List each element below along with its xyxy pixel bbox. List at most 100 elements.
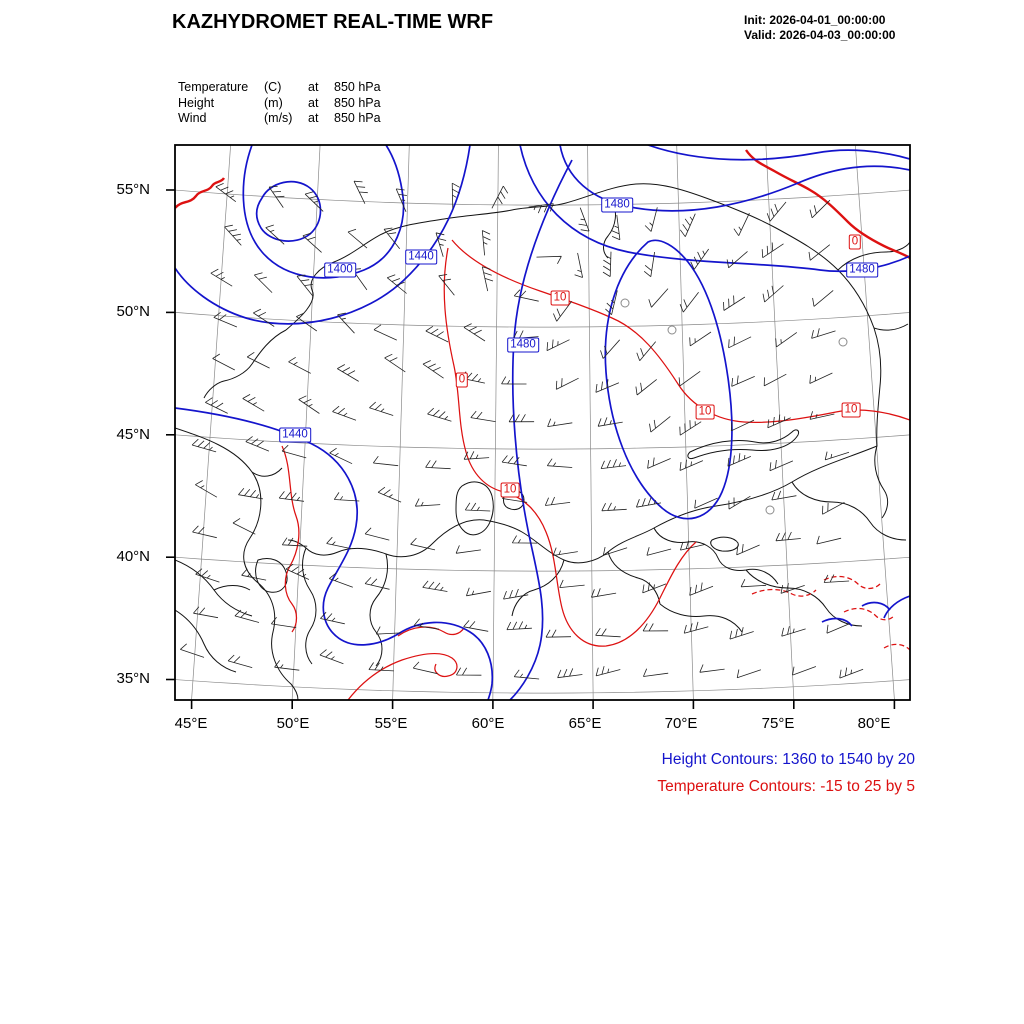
wind-barb: [227, 654, 253, 668]
temperature-contour-label: 0: [848, 234, 862, 250]
wind-barb: [302, 232, 322, 253]
wind-barb: [824, 451, 850, 461]
wind-barb: [643, 251, 655, 278]
wind-barb: [375, 626, 402, 635]
wind-barb: [180, 643, 205, 658]
wind-barb: [822, 501, 845, 515]
wind-barb: [723, 295, 746, 311]
wind-barb: [347, 228, 368, 249]
border-segment: [745, 569, 863, 627]
wind-barb: [491, 185, 509, 209]
lon-axis-label: 65°E: [568, 715, 602, 732]
height-contour: [861, 601, 891, 611]
wind-barb: [212, 353, 235, 371]
wind-barb: [285, 563, 310, 580]
wind-barb: [463, 323, 486, 342]
wind-barb: [642, 582, 667, 594]
wind-barb: [296, 312, 318, 332]
temperature-contour: [175, 177, 226, 209]
wind-barb: [253, 308, 275, 327]
wind-barb: [425, 460, 451, 470]
temperature-contour-dashed: [843, 607, 895, 621]
wind-barb: [683, 621, 709, 634]
calm-wind-circle: [838, 337, 848, 347]
wind-barb: [319, 649, 344, 665]
parallel-line: [175, 556, 910, 572]
border-segment: [659, 603, 743, 633]
wind-barb: [503, 588, 529, 600]
meridian-line: [676, 145, 694, 700]
wind-barb: [555, 377, 579, 390]
wind-barb: [605, 290, 618, 315]
calm-wind-circle: [765, 505, 775, 515]
wind-barb: [636, 496, 662, 508]
wind-barb: [438, 274, 455, 296]
border-segment: [607, 551, 661, 605]
caspian-bay: [255, 558, 288, 593]
field-legend: Temperature (C) at 850 hPa Height (m) at…: [178, 80, 381, 127]
lon-axis-label: 55°E: [374, 715, 408, 732]
wind-barb: [680, 540, 705, 551]
wind-barb: [193, 606, 219, 619]
temperature-contour: [443, 247, 697, 647]
wind-barb: [528, 203, 554, 214]
wind-barb: [270, 617, 297, 628]
lat-axis-label: 40°N: [116, 548, 150, 565]
border-segment: [874, 445, 889, 519]
legend-cell: 850 hPa: [334, 95, 381, 110]
wind-barb: [427, 407, 452, 422]
wind-barb: [726, 251, 748, 269]
wind-barb: [234, 609, 260, 623]
wind-barb: [373, 324, 397, 341]
wind-barb: [213, 311, 238, 328]
caucasus-border: [175, 609, 237, 673]
wind-barb: [557, 668, 583, 679]
wind-barb: [238, 487, 264, 500]
wind-barb: [839, 667, 864, 679]
wind-barb: [728, 495, 751, 510]
wind-barb: [192, 525, 217, 539]
wind-barb: [636, 341, 657, 362]
meridian-line: [191, 145, 231, 700]
wind-barb: [481, 230, 491, 256]
wind-barb: [763, 373, 787, 387]
wind-barb: [649, 416, 671, 433]
border-segment: [791, 481, 907, 541]
wind-barb: [792, 666, 817, 676]
wind-barb: [337, 364, 359, 382]
wind-barb: [771, 490, 797, 501]
wind-barb: [762, 285, 784, 303]
wind-barb: [729, 627, 754, 640]
legend-cell: at: [308, 111, 319, 126]
legend-row-temperature: Temperature (C) at 850 hPa: [178, 80, 381, 96]
lon-axis-label: 80°E: [857, 715, 891, 732]
meridian-line: [492, 145, 499, 700]
wind-barb: [578, 207, 590, 232]
temperature-contour: [745, 149, 910, 260]
wind-barb: [547, 418, 573, 427]
lat-axis-label: 50°N: [116, 303, 150, 320]
temperature-contour-label: 0: [455, 372, 469, 388]
lat-axis-label: 55°N: [116, 181, 150, 198]
height-contour: [821, 617, 853, 627]
wind-barb: [298, 395, 320, 414]
wind-barb: [694, 497, 718, 509]
legend-cell: 850 hPa: [334, 80, 381, 94]
wind-barb: [368, 662, 394, 672]
wind-barb: [470, 410, 496, 422]
parallel-line: [175, 434, 910, 450]
height-contour: [175, 145, 471, 325]
wind-barb: [369, 401, 394, 416]
wind-barb: [466, 587, 491, 597]
height-contour: [509, 159, 573, 700]
height-contour: [255, 180, 322, 242]
wind-barb: [595, 379, 620, 393]
legend-cell: Temperature: [178, 80, 249, 94]
wind-barb: [377, 486, 402, 503]
border-segment: [203, 329, 287, 399]
wind-barb: [364, 527, 390, 541]
height-contour-label: 1480: [846, 262, 878, 278]
temperature-contour-label: 10: [841, 402, 861, 418]
legend-row-height: Height (m) at 850 hPa: [178, 96, 381, 112]
temperature-contour-dashed: [823, 575, 881, 590]
